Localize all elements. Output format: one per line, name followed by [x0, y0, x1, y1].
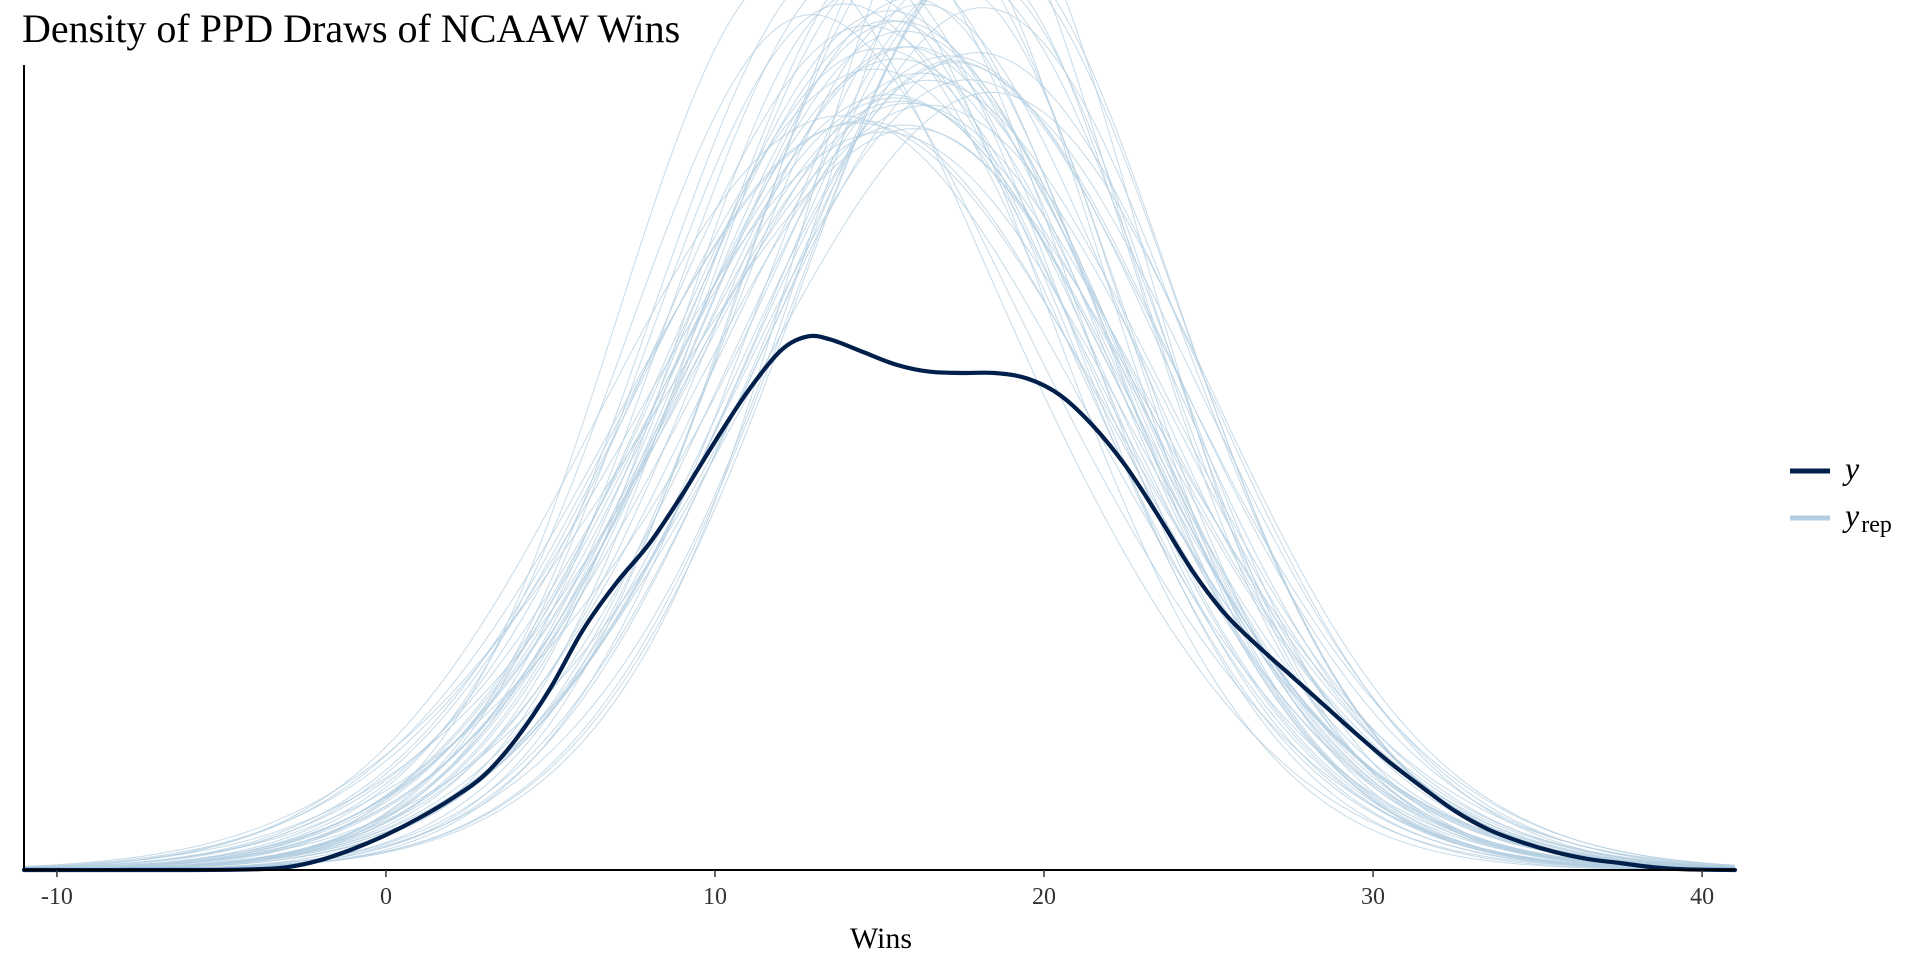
yrep-density-line — [23, 128, 1736, 868]
legend-label-y: y — [1842, 450, 1860, 486]
yrep-density-line — [23, 0, 1736, 870]
x-axis-title: Wins — [850, 922, 912, 955]
yrep-density-line — [23, 55, 1736, 871]
x-tick-label: -10 — [41, 884, 73, 910]
x-axis-ticks: -10 0 10 20 30 40 — [41, 870, 1714, 910]
yrep-density-line — [24, 3, 1735, 871]
legend-label-yrep-subscript: rep — [1861, 512, 1892, 538]
yrep-density-line — [24, 0, 1736, 871]
chart-title: Density of PPD Draws of NCAAW Wins — [22, 6, 680, 51]
x-tick-label: 20 — [1032, 884, 1056, 910]
yrep-lines — [23, 0, 1736, 871]
yrep-density-line — [23, 25, 1735, 870]
legend: y yrep — [1790, 450, 1892, 538]
yrep-density-line — [23, 124, 1736, 870]
x-tick-label: 10 — [703, 884, 727, 910]
yrep-density-line — [23, 68, 1736, 870]
yrep-density-line — [24, 0, 1736, 871]
legend-label-yrep-main: y — [1842, 497, 1860, 533]
yrep-density-line — [23, 46, 1736, 870]
legend-label-yrep: yrep — [1842, 497, 1892, 538]
yrep-density-line — [23, 0, 1736, 870]
yrep-density-line — [24, 0, 1736, 871]
x-tick-label: 30 — [1361, 884, 1385, 910]
yrep-density-line — [23, 104, 1736, 870]
x-tick-label: 40 — [1690, 884, 1714, 910]
yrep-density-line — [23, 19, 1736, 870]
yrep-density-line — [23, 72, 1736, 869]
observed-density-line — [21, 333, 1738, 873]
yrep-density-line — [23, 102, 1736, 870]
yrep-density-line — [24, 0, 1736, 871]
yrep-density-line — [23, 58, 1736, 870]
yrep-density-line — [23, 122, 1736, 869]
yrep-density-line — [24, 0, 1735, 871]
yrep-density-line — [23, 131, 1736, 869]
x-tick-label: 0 — [380, 884, 392, 910]
